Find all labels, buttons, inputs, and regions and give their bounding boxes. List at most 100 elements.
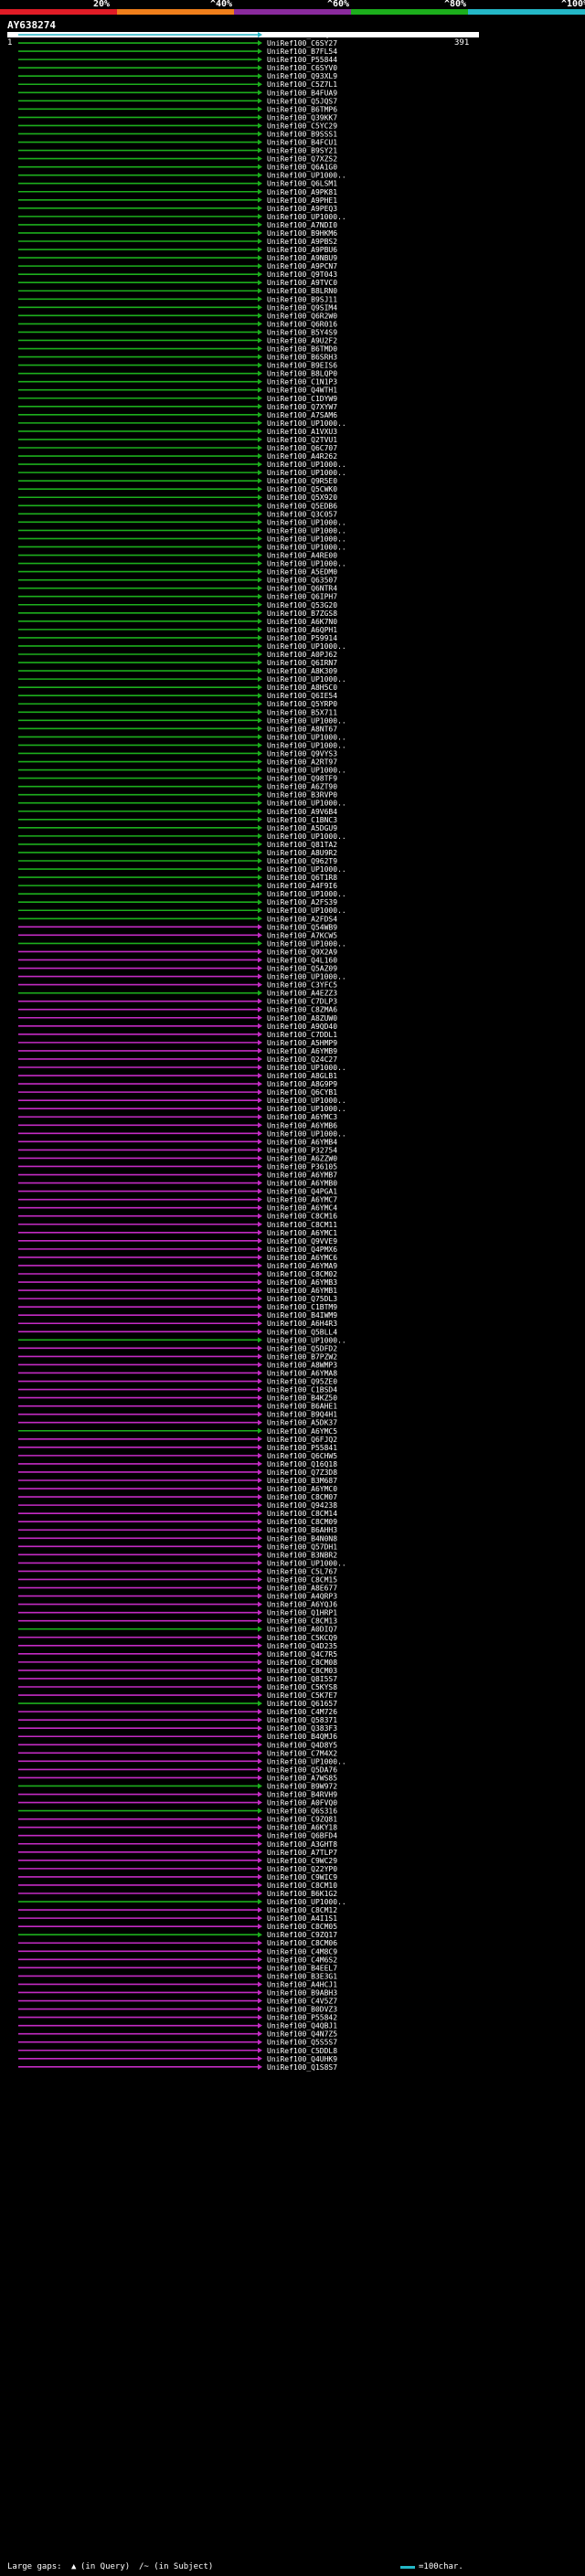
hit-label[interactable]: UniRef100_Q53G20 [267, 601, 337, 610]
hit-row[interactable]: UniRef100_A8U9R2 [18, 849, 337, 857]
hit-label[interactable]: UniRef100_A4HCJ1 [267, 1980, 337, 1988]
hit-row[interactable]: UniRef100_Q9SIM4 [18, 303, 337, 312]
hit-row[interactable]: UniRef100_B7ZGS8 [18, 610, 337, 618]
hit-label[interactable]: UniRef100_A1VXU3 [267, 428, 337, 436]
hit-label[interactable]: UniRef100_C6SYV0 [267, 64, 337, 72]
hit-label[interactable]: UniRef100_A9V6B4 [267, 808, 337, 816]
hit-label[interactable]: UniRef100_Q94238 [267, 1501, 337, 1510]
hit-row[interactable]: UniRef100_Q61657 [18, 1700, 337, 1708]
hit-label[interactable]: UniRef100_A8K309 [267, 667, 337, 675]
hit-row[interactable]: UniRef100_A2FS39 [18, 898, 337, 906]
hit-row[interactable]: UniRef100_B9HKM6 [18, 229, 337, 238]
hit-label[interactable]: UniRef100_C8CM14 [267, 1510, 337, 1518]
hit-label[interactable]: UniRef100_C4M726 [267, 1708, 337, 1716]
hit-row[interactable]: UniRef100_Q4D8Y5 [18, 1741, 337, 1749]
hit-label[interactable]: UniRef100_Q7Z3D8 [267, 1468, 337, 1477]
hit-label[interactable]: UniRef100_A3GHT8 [267, 1840, 337, 1849]
hit-label[interactable]: UniRef100_Q5YRP0 [267, 700, 337, 708]
hit-label[interactable]: UniRef100_UP1000.. [267, 1559, 346, 1567]
hit-row[interactable]: UniRef100_B9SY21 [18, 147, 337, 155]
hit-row[interactable]: UniRef100_C4V5Z7 [18, 1998, 337, 2006]
hit-row[interactable]: UniRef100_A6YMB7 [18, 1171, 337, 1180]
hit-label[interactable]: UniRef100_B9ABH3 [267, 1988, 337, 1997]
hit-row[interactable]: UniRef100_A6YMB3 [18, 1278, 337, 1287]
hit-row[interactable]: UniRef100_C1DYW9 [18, 395, 337, 403]
hit-label[interactable]: UniRef100_Q5CWK0 [267, 485, 337, 493]
hit-label[interactable]: UniRef100_C8CM03 [267, 1667, 337, 1675]
hit-label[interactable]: UniRef100_P59914 [267, 634, 337, 642]
hit-row[interactable]: UniRef100_B4RVH9 [18, 1791, 337, 1799]
hit-label[interactable]: UniRef100_A7WS85 [267, 1774, 337, 1782]
hit-label[interactable]: UniRef100_Q75DL3 [267, 1295, 337, 1303]
hit-row[interactable]: UniRef100_UP1000.. [18, 973, 346, 981]
hit-row[interactable]: UniRef100_A7WS85 [18, 1774, 337, 1782]
hit-row[interactable]: UniRef100_B7FL54 [18, 48, 337, 56]
hit-label[interactable]: UniRef100_UP1000.. [267, 733, 346, 741]
hit-label[interactable]: UniRef100_Q95ZE0 [267, 1378, 337, 1386]
hit-row[interactable]: UniRef100_Q95ZE0 [18, 1378, 337, 1386]
hit-label[interactable]: UniRef100_C9ZQ81 [267, 1816, 337, 1824]
hit-row[interactable]: UniRef100_Q57DH1 [18, 1542, 337, 1551]
hit-label[interactable]: UniRef100_C8CM08 [267, 1659, 337, 1667]
hit-row[interactable]: UniRef100_C8CM07 [18, 1493, 337, 1501]
hit-label[interactable]: UniRef100_B4FCU1 [267, 139, 337, 147]
hit-row[interactable]: UniRef100_B5X711 [18, 708, 337, 716]
hit-row[interactable]: UniRef100_Q58371 [18, 1716, 337, 1724]
hit-label[interactable]: UniRef100_Q4QBJ1 [267, 2022, 337, 2030]
hit-label[interactable]: UniRef100_C5DDL8 [267, 2047, 337, 2055]
hit-row[interactable]: UniRef100_UP1000.. [18, 733, 346, 741]
hit-row[interactable]: UniRef100_C8CM12 [18, 1906, 337, 1914]
hit-row[interactable]: UniRef100_B3RVP0 [18, 791, 337, 800]
hit-row[interactable]: UniRef100_UP1000.. [18, 518, 346, 526]
hit-row[interactable]: UniRef100_C8CM08 [18, 1659, 337, 1667]
hit-row[interactable]: UniRef100_A9U2F2 [18, 336, 337, 345]
hit-label[interactable]: UniRef100_A6YMB9 [267, 1047, 337, 1055]
hit-label[interactable]: UniRef100_C1BSD4 [267, 1386, 337, 1394]
hit-row[interactable]: UniRef100_A8GLB1 [18, 1072, 337, 1080]
hit-row[interactable]: UniRef100_A2RT97 [18, 758, 337, 767]
hit-row[interactable]: UniRef100_Q6S316 [18, 1807, 337, 1816]
hit-label[interactable]: UniRef100_Q39KK7 [267, 113, 337, 122]
hit-row[interactable]: UniRef100_Q8I5S7 [18, 1675, 337, 1683]
hit-label[interactable]: UniRef100_UP1000.. [267, 1898, 346, 1906]
hit-row[interactable]: UniRef100_C7M4X2 [18, 1749, 337, 1757]
hit-label[interactable]: UniRef100_B0DVZ3 [267, 2006, 337, 2014]
hit-row[interactable]: UniRef100_Q75DL3 [18, 1295, 337, 1303]
hit-label[interactable]: UniRef100_C5KCQ9 [267, 1634, 337, 1642]
hit-row[interactable]: UniRef100_C9ZQ17 [18, 1931, 337, 1939]
hit-label[interactable]: UniRef100_A6K7N0 [267, 618, 337, 626]
hit-label[interactable]: UniRef100_Q6R016 [267, 320, 337, 328]
hit-label[interactable]: UniRef100_P55844 [267, 56, 337, 64]
hit-row[interactable]: UniRef100_A6YMC0 [18, 1485, 337, 1493]
hit-row[interactable]: UniRef100_C3YFC5 [18, 981, 337, 990]
hit-row[interactable]: UniRef100_A9PHE1 [18, 196, 337, 205]
hit-row[interactable]: UniRef100_C7DDL1 [18, 1031, 337, 1039]
hit-label[interactable]: UniRef100_Q2TVU1 [267, 436, 337, 444]
hit-row[interactable]: UniRef100_A7NDI0 [18, 221, 337, 229]
hit-label[interactable]: UniRef100_UP1000.. [267, 526, 346, 535]
hit-row[interactable]: UniRef100_UP1000.. [18, 1898, 346, 1906]
hit-row[interactable]: UniRef100_Q5EDB6 [18, 502, 337, 510]
hit-row[interactable]: UniRef100_UP1000.. [18, 716, 346, 725]
hit-label[interactable]: UniRef100_C9WC29 [267, 1857, 337, 1865]
hit-label[interactable]: UniRef100_C8CM11 [267, 1221, 337, 1229]
hit-label[interactable]: UniRef100_A8U9R2 [267, 849, 337, 857]
hit-label[interactable]: UniRef100_UP1000.. [267, 560, 346, 568]
hit-row[interactable]: UniRef100_Q5CWK0 [18, 485, 337, 493]
hit-label[interactable]: UniRef100_Q24C27 [267, 1055, 337, 1064]
hit-label[interactable]: UniRef100_Q4C7R5 [267, 1650, 337, 1659]
hit-label[interactable]: UniRef100_B3M687 [267, 1477, 337, 1485]
hit-label[interactable]: UniRef100_Q6NTR4 [267, 585, 337, 593]
hit-label[interactable]: UniRef100_B6TMD0 [267, 345, 337, 354]
hit-label[interactable]: UniRef100_UP1000.. [267, 890, 346, 898]
hit-row[interactable]: UniRef100_A9PBS2 [18, 238, 337, 246]
hit-row[interactable]: UniRef100_Q63507 [18, 577, 337, 585]
hit-row[interactable]: UniRef100_Q9VYS3 [18, 749, 337, 758]
hit-row[interactable]: UniRef100_C9WC29 [18, 1857, 337, 1865]
hit-label[interactable]: UniRef100_A0DIQ7 [267, 1626, 337, 1634]
hit-label[interactable]: UniRef100_Q98TF9 [267, 775, 337, 783]
hit-label[interactable]: UniRef100_Q4WTH1 [267, 387, 337, 395]
hit-row[interactable]: UniRef100_UP1000.. [18, 767, 346, 775]
hit-label[interactable]: UniRef100_UP1000.. [267, 865, 346, 874]
hit-row[interactable]: UniRef100_B4QMJ6 [18, 1733, 337, 1741]
